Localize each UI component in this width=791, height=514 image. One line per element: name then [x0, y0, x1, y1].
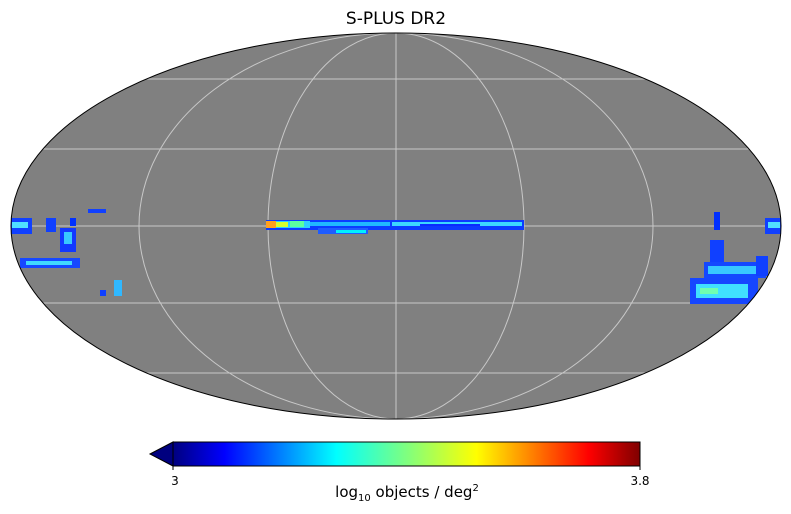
meridian-line — [138, 33, 654, 419]
colorbar-gradient — [172, 441, 641, 467]
equatorial-stripe — [266, 220, 524, 234]
left-footprint — [11, 209, 122, 296]
survey-footprints — [11, 209, 781, 304]
colorbar: 3 3.8 log10 objects / deg2 — [148, 441, 650, 504]
colorbar-min-label: 3 — [171, 474, 179, 488]
colorbar-label: log10 objects / deg2 — [335, 483, 479, 504]
map-title: S-PLUS DR2 — [346, 9, 446, 29]
mollweide-map — [10, 32, 782, 420]
right-footprint — [690, 212, 781, 304]
map-border — [10, 32, 782, 420]
colorbar-extend-arrow — [148, 441, 174, 467]
colorbar-max-label: 3.8 — [630, 474, 649, 488]
